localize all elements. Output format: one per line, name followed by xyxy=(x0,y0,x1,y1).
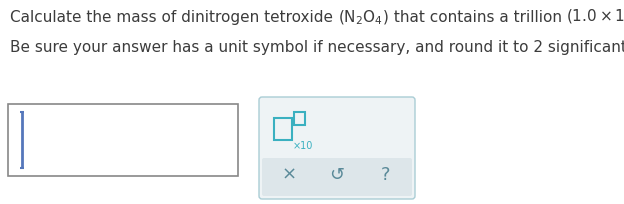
Text: $\mathregular{(N_2O_4)}$: $\mathregular{(N_2O_4)}$ xyxy=(338,8,389,27)
Text: Be sure your answer has a unit symbol if necessary, and round it to 2 significan: Be sure your answer has a unit symbol if… xyxy=(10,40,624,55)
Text: that contains a trillion: that contains a trillion xyxy=(389,10,567,25)
Text: ×: × xyxy=(281,166,296,184)
Text: ×10: ×10 xyxy=(293,141,313,151)
FancyBboxPatch shape xyxy=(259,97,415,199)
Text: ?: ? xyxy=(380,166,390,184)
Text: Calculate the mass of dinitrogen tetroxide: Calculate the mass of dinitrogen tetroxi… xyxy=(10,10,338,25)
Bar xyxy=(294,112,305,125)
Text: ↺: ↺ xyxy=(329,166,344,184)
Bar xyxy=(274,118,292,140)
FancyBboxPatch shape xyxy=(262,158,412,196)
Text: $\mathregular{(1.0\times10^{12})}$: $\mathregular{(1.0\times10^{12})}$ xyxy=(567,6,624,27)
Bar xyxy=(8,104,238,176)
